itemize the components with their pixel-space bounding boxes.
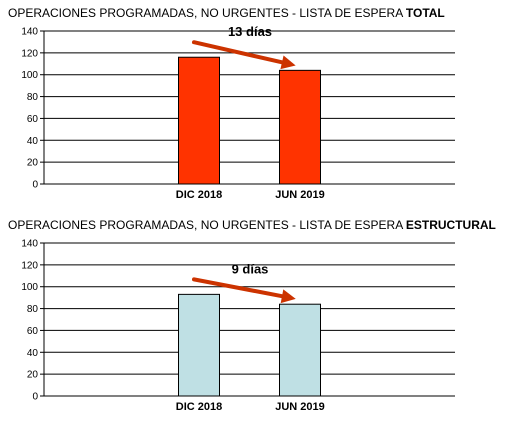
bar-1 [178,293,220,397]
x-category-label: DIC 2018 [176,401,222,413]
y-tick-label: 0 [32,392,38,403]
annotation-text: 9 días [232,261,269,276]
x-category-label: JUN 2019 [275,401,325,413]
chart-plot: 0 20 40 60 80 100 120 140 DIC 2018 JUN 2019 13 día… [21,24,455,201]
chart-plot: 0 20 40 60 80 100 120 140 DIC 2018 JUN 2019 9 días [21,239,455,413]
y-tick-label: 100 [21,70,38,81]
y-tick-label: 100 [21,282,38,293]
annotation-text: 13 días [228,24,272,39]
chart-title: OPERACIONES PROGRAMADAS, NO URGENTES - L… [8,6,445,20]
chart-title: OPERACIONES PROGRAMADAS, NO URGENTES - L… [8,218,496,232]
x-category-label: DIC 2018 [176,189,222,201]
y-tick-label: 40 [27,348,39,359]
y-tick-label: 60 [27,114,39,125]
y-tick-label: 20 [27,370,39,381]
y-tick-label: 40 [27,136,39,147]
y-tick-label: 80 [27,92,39,103]
y-tick-label: 20 [27,158,39,169]
y-tick-label: 80 [27,304,39,315]
y-tick-label: 120 [21,48,38,59]
annotation-arrowhead [280,55,296,70]
y-tick-label: 140 [21,239,38,250]
bar-2 [279,303,321,397]
y-tick-label: 0 [32,180,38,191]
y-tick-label: 140 [21,27,38,38]
chart-total: OPERACIONES PROGRAMADAS, NO URGENTES - L… [0,0,516,210]
bar-1 [178,56,220,185]
annotation-arrow [192,40,284,65]
x-category-label: JUN 2019 [275,189,325,201]
annotation-arrow [192,277,284,299]
y-tick-label: 60 [27,326,39,337]
bar-2 [279,69,321,185]
y-tick-label: 120 [21,260,38,271]
annotation-arrowhead [280,289,296,304]
chart-estructural: OPERACIONES PROGRAMADAS, NO URGENTES - L… [0,212,516,424]
